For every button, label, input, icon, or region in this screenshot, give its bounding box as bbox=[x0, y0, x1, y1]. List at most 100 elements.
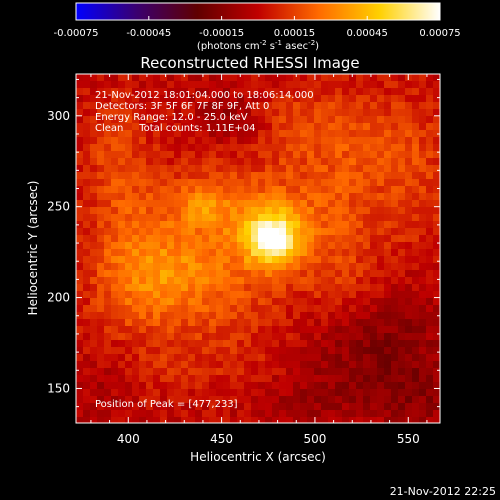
heatmap-cell bbox=[405, 312, 413, 320]
heatmap-cell bbox=[433, 214, 441, 222]
heatmap-cell bbox=[125, 200, 133, 208]
heatmap-cell bbox=[188, 389, 196, 397]
heatmap-cell bbox=[83, 361, 91, 369]
heatmap-cell bbox=[118, 396, 126, 404]
heatmap-cell bbox=[342, 186, 350, 194]
heatmap-cell bbox=[153, 186, 161, 194]
heatmap-cell bbox=[174, 333, 182, 341]
heatmap-cell bbox=[237, 354, 245, 362]
heatmap-cell bbox=[342, 235, 350, 243]
heatmap-cell bbox=[356, 95, 364, 103]
heatmap-cell bbox=[419, 389, 427, 397]
heatmap-cell bbox=[244, 200, 252, 208]
heatmap-cell bbox=[139, 193, 147, 201]
heatmap-cell bbox=[237, 249, 245, 257]
heatmap-cell bbox=[335, 256, 343, 264]
heatmap-cell bbox=[90, 340, 98, 348]
heatmap-cell bbox=[251, 305, 259, 313]
heatmap-cell bbox=[118, 228, 126, 236]
heatmap-cell bbox=[153, 228, 161, 236]
heatmap-cell bbox=[139, 130, 147, 138]
heatmap-cell bbox=[349, 207, 357, 215]
heatmap-cell bbox=[174, 123, 182, 131]
heatmap-cell bbox=[405, 270, 413, 278]
heatmap-cell bbox=[251, 319, 259, 327]
heatmap-cell bbox=[76, 389, 84, 397]
heatmap-cell bbox=[356, 102, 364, 110]
heatmap-cell bbox=[363, 144, 371, 152]
heatmap-cell bbox=[314, 116, 322, 124]
heatmap-cell bbox=[244, 396, 252, 404]
heatmap-cell bbox=[433, 235, 441, 243]
heatmap-cell bbox=[146, 368, 154, 376]
heatmap-cell bbox=[412, 389, 420, 397]
heatmap-cell bbox=[370, 333, 378, 341]
heatmap-cell bbox=[433, 172, 441, 180]
heatmap-image bbox=[76, 74, 441, 424]
heatmap-cell bbox=[160, 249, 168, 257]
heatmap-cell bbox=[125, 389, 133, 397]
heatmap-cell bbox=[419, 81, 427, 89]
heatmap-cell bbox=[118, 382, 126, 390]
heatmap-cell bbox=[286, 410, 294, 418]
heatmap-cell bbox=[202, 277, 210, 285]
heatmap-cell bbox=[293, 375, 301, 383]
heatmap-cell bbox=[146, 375, 154, 383]
heatmap-cell bbox=[167, 305, 175, 313]
heatmap-cell bbox=[349, 158, 357, 166]
heatmap-cell bbox=[146, 291, 154, 299]
heatmap-cell bbox=[251, 179, 259, 187]
heatmap-cell bbox=[251, 207, 259, 215]
heatmap-cell bbox=[174, 361, 182, 369]
heatmap-cell bbox=[321, 200, 329, 208]
heatmap-cell bbox=[342, 417, 350, 424]
heatmap-cell bbox=[363, 284, 371, 292]
heatmap-cell bbox=[293, 137, 301, 145]
heatmap-cell bbox=[300, 298, 308, 306]
heatmap-cell bbox=[405, 95, 413, 103]
heatmap-cell bbox=[328, 333, 336, 341]
heatmap-cell bbox=[97, 102, 105, 110]
heatmap-cell bbox=[153, 109, 161, 117]
heatmap-cell bbox=[76, 417, 84, 424]
heatmap-cell bbox=[244, 74, 252, 82]
heatmap-cell bbox=[419, 403, 427, 411]
heatmap-cell bbox=[104, 144, 112, 152]
heatmap-cell bbox=[300, 207, 308, 215]
heatmap-cell bbox=[174, 312, 182, 320]
heatmap-cell bbox=[272, 88, 280, 96]
heatmap-cell bbox=[370, 95, 378, 103]
heatmap-cell bbox=[412, 137, 420, 145]
heatmap-cell bbox=[363, 305, 371, 313]
heatmap-cell bbox=[132, 263, 140, 271]
heatmap-cell bbox=[426, 256, 434, 264]
heatmap-cell bbox=[160, 242, 168, 250]
heatmap-cell bbox=[223, 298, 231, 306]
heatmap-cell bbox=[167, 95, 175, 103]
heatmap-cell bbox=[139, 151, 147, 159]
heatmap-cell bbox=[202, 326, 210, 334]
heatmap-cell bbox=[349, 235, 357, 243]
heatmap-cell bbox=[209, 151, 217, 159]
heatmap-cell bbox=[97, 249, 105, 257]
heatmap-cell bbox=[111, 186, 119, 194]
heatmap-cell bbox=[258, 396, 266, 404]
heatmap-cell bbox=[90, 158, 98, 166]
heatmap-cell bbox=[293, 186, 301, 194]
heatmap-cell bbox=[188, 256, 196, 264]
heatmap-cell bbox=[258, 102, 266, 110]
heatmap-cell bbox=[314, 144, 322, 152]
heatmap-cell bbox=[370, 389, 378, 397]
heatmap-cell bbox=[90, 263, 98, 271]
heatmap-cell bbox=[321, 298, 329, 306]
heatmap-cell bbox=[139, 389, 147, 397]
heatmap-cell bbox=[174, 81, 182, 89]
heatmap-cell bbox=[146, 221, 154, 229]
heatmap-cell bbox=[279, 193, 287, 201]
heatmap-cell bbox=[419, 375, 427, 383]
heatmap-cell bbox=[244, 291, 252, 299]
heatmap-cell bbox=[384, 144, 392, 152]
heatmap-cell bbox=[293, 179, 301, 187]
heatmap-cell bbox=[272, 242, 280, 250]
heatmap-cell bbox=[335, 361, 343, 369]
